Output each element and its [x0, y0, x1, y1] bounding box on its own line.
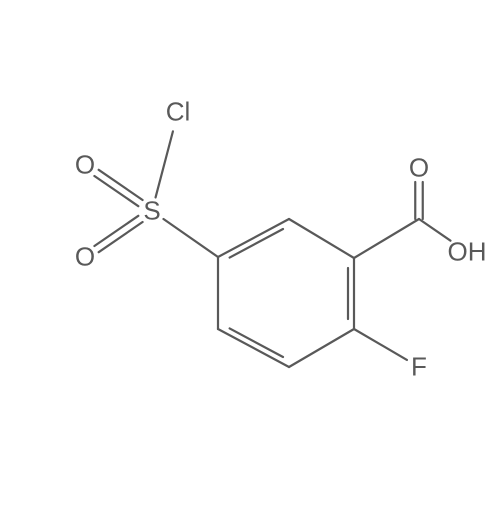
bond-layer	[0, 0, 500, 500]
chemical-structure-canvas: ClOOSOOHF	[0, 0, 500, 500]
